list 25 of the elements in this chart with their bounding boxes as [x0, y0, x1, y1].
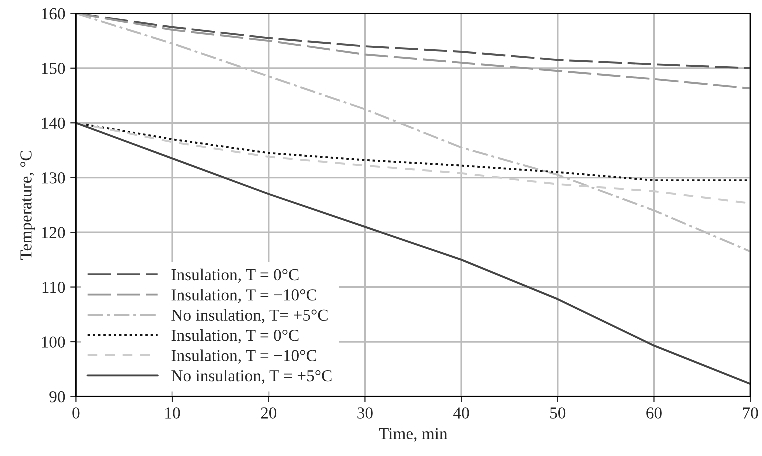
legend-label: No insulation, T = +5°C	[172, 370, 332, 384]
x-tick-label: 70	[743, 408, 758, 419]
y-tick-label: 120	[42, 227, 66, 239]
x-tick-label: 0	[72, 408, 80, 419]
legend-label: Insulation, T = −10°C	[172, 289, 316, 304]
y-tick-label: 150	[42, 63, 66, 74]
y-tick-label: 110	[42, 282, 66, 294]
x-tick-label: 20	[261, 408, 277, 419]
legend-label: No insulation, T= +5°C	[172, 309, 328, 324]
legend-label: Insulation, T = 0°C	[172, 268, 299, 283]
x-tick-label: 60	[646, 408, 662, 419]
y-tick-label: 130	[42, 172, 66, 184]
y-tick-label: 160	[42, 8, 66, 20]
y-tick-label: 100	[42, 336, 66, 348]
y-tick-label: 140	[42, 118, 66, 130]
x-axis-title: Time, min	[379, 428, 448, 442]
y-tick-label: 90	[50, 391, 66, 403]
x-tick-label: 50	[550, 408, 566, 419]
y-axis-title: Temperature, °C	[20, 151, 36, 260]
x-tick-label: 10	[166, 408, 180, 419]
x-tick-label: 40	[454, 408, 470, 419]
legend-label: Insulation, T = −10°C	[172, 350, 316, 364]
legend-label: Insulation, T = 0°C	[172, 330, 299, 344]
x-tick-label: 30	[358, 408, 373, 419]
line-series	[76, 122, 751, 386]
